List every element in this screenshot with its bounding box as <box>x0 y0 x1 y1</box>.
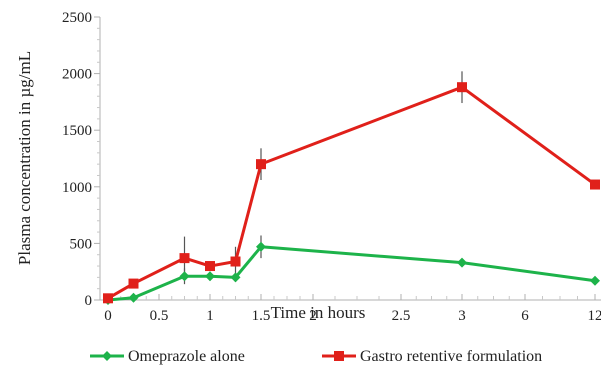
x-axis-title: Time in hours <box>271 303 366 322</box>
data-point <box>179 253 190 264</box>
y-tick-label: 0 <box>85 293 93 309</box>
legend: Omeprazole alone Gastro retentive formula… <box>90 348 542 365</box>
legend-marker <box>102 351 112 361</box>
data-point <box>103 293 113 304</box>
data-point <box>230 272 241 283</box>
data-point <box>590 179 600 190</box>
series-line <box>107 85 596 300</box>
series-line <box>107 245 596 302</box>
y-axis: 0 500 1000 1500 2000 2500 <box>62 10 101 309</box>
x-tick-label: 1.5 <box>252 308 271 324</box>
y-axis-title: Plasma concentration in µg/mL <box>15 51 34 265</box>
data-point <box>128 278 139 289</box>
data-point <box>179 271 190 282</box>
x-axis: 0 0.5 1 1.5 2 2.5 3 6 12 <box>100 294 601 324</box>
data-point <box>457 82 467 93</box>
data-point <box>128 292 139 303</box>
legend-marker <box>334 351 344 361</box>
x-tick-label: 3 <box>458 308 466 324</box>
x-tick-label: 2.5 <box>392 308 411 324</box>
data-point <box>256 241 266 252</box>
x-tick-label: 2 <box>309 308 317 324</box>
x-tick-label: 0 <box>104 308 112 324</box>
data-point <box>205 271 215 282</box>
y-tick-label: 1500 <box>62 123 92 139</box>
data-point <box>256 159 266 170</box>
x-tick-label: 6 <box>521 308 529 324</box>
x-tick-label: 12 <box>588 308 601 324</box>
series-markers <box>103 82 600 305</box>
legend-label: Omeprazole alone <box>128 348 245 365</box>
y-tick-label: 1000 <box>62 180 92 196</box>
data-point <box>230 256 241 267</box>
y-tick-label: 2500 <box>62 10 92 26</box>
x-tick-label: 1 <box>206 308 214 324</box>
data-point <box>205 261 215 272</box>
y-tick-label: 500 <box>70 236 93 252</box>
series-lines <box>107 85 596 302</box>
y-tick-label: 2000 <box>62 67 92 83</box>
data-point <box>590 275 600 286</box>
data-point <box>457 257 467 268</box>
legend-label: Gastro retentive formulation <box>360 348 542 365</box>
x-tick-label: 0.5 <box>150 308 169 324</box>
